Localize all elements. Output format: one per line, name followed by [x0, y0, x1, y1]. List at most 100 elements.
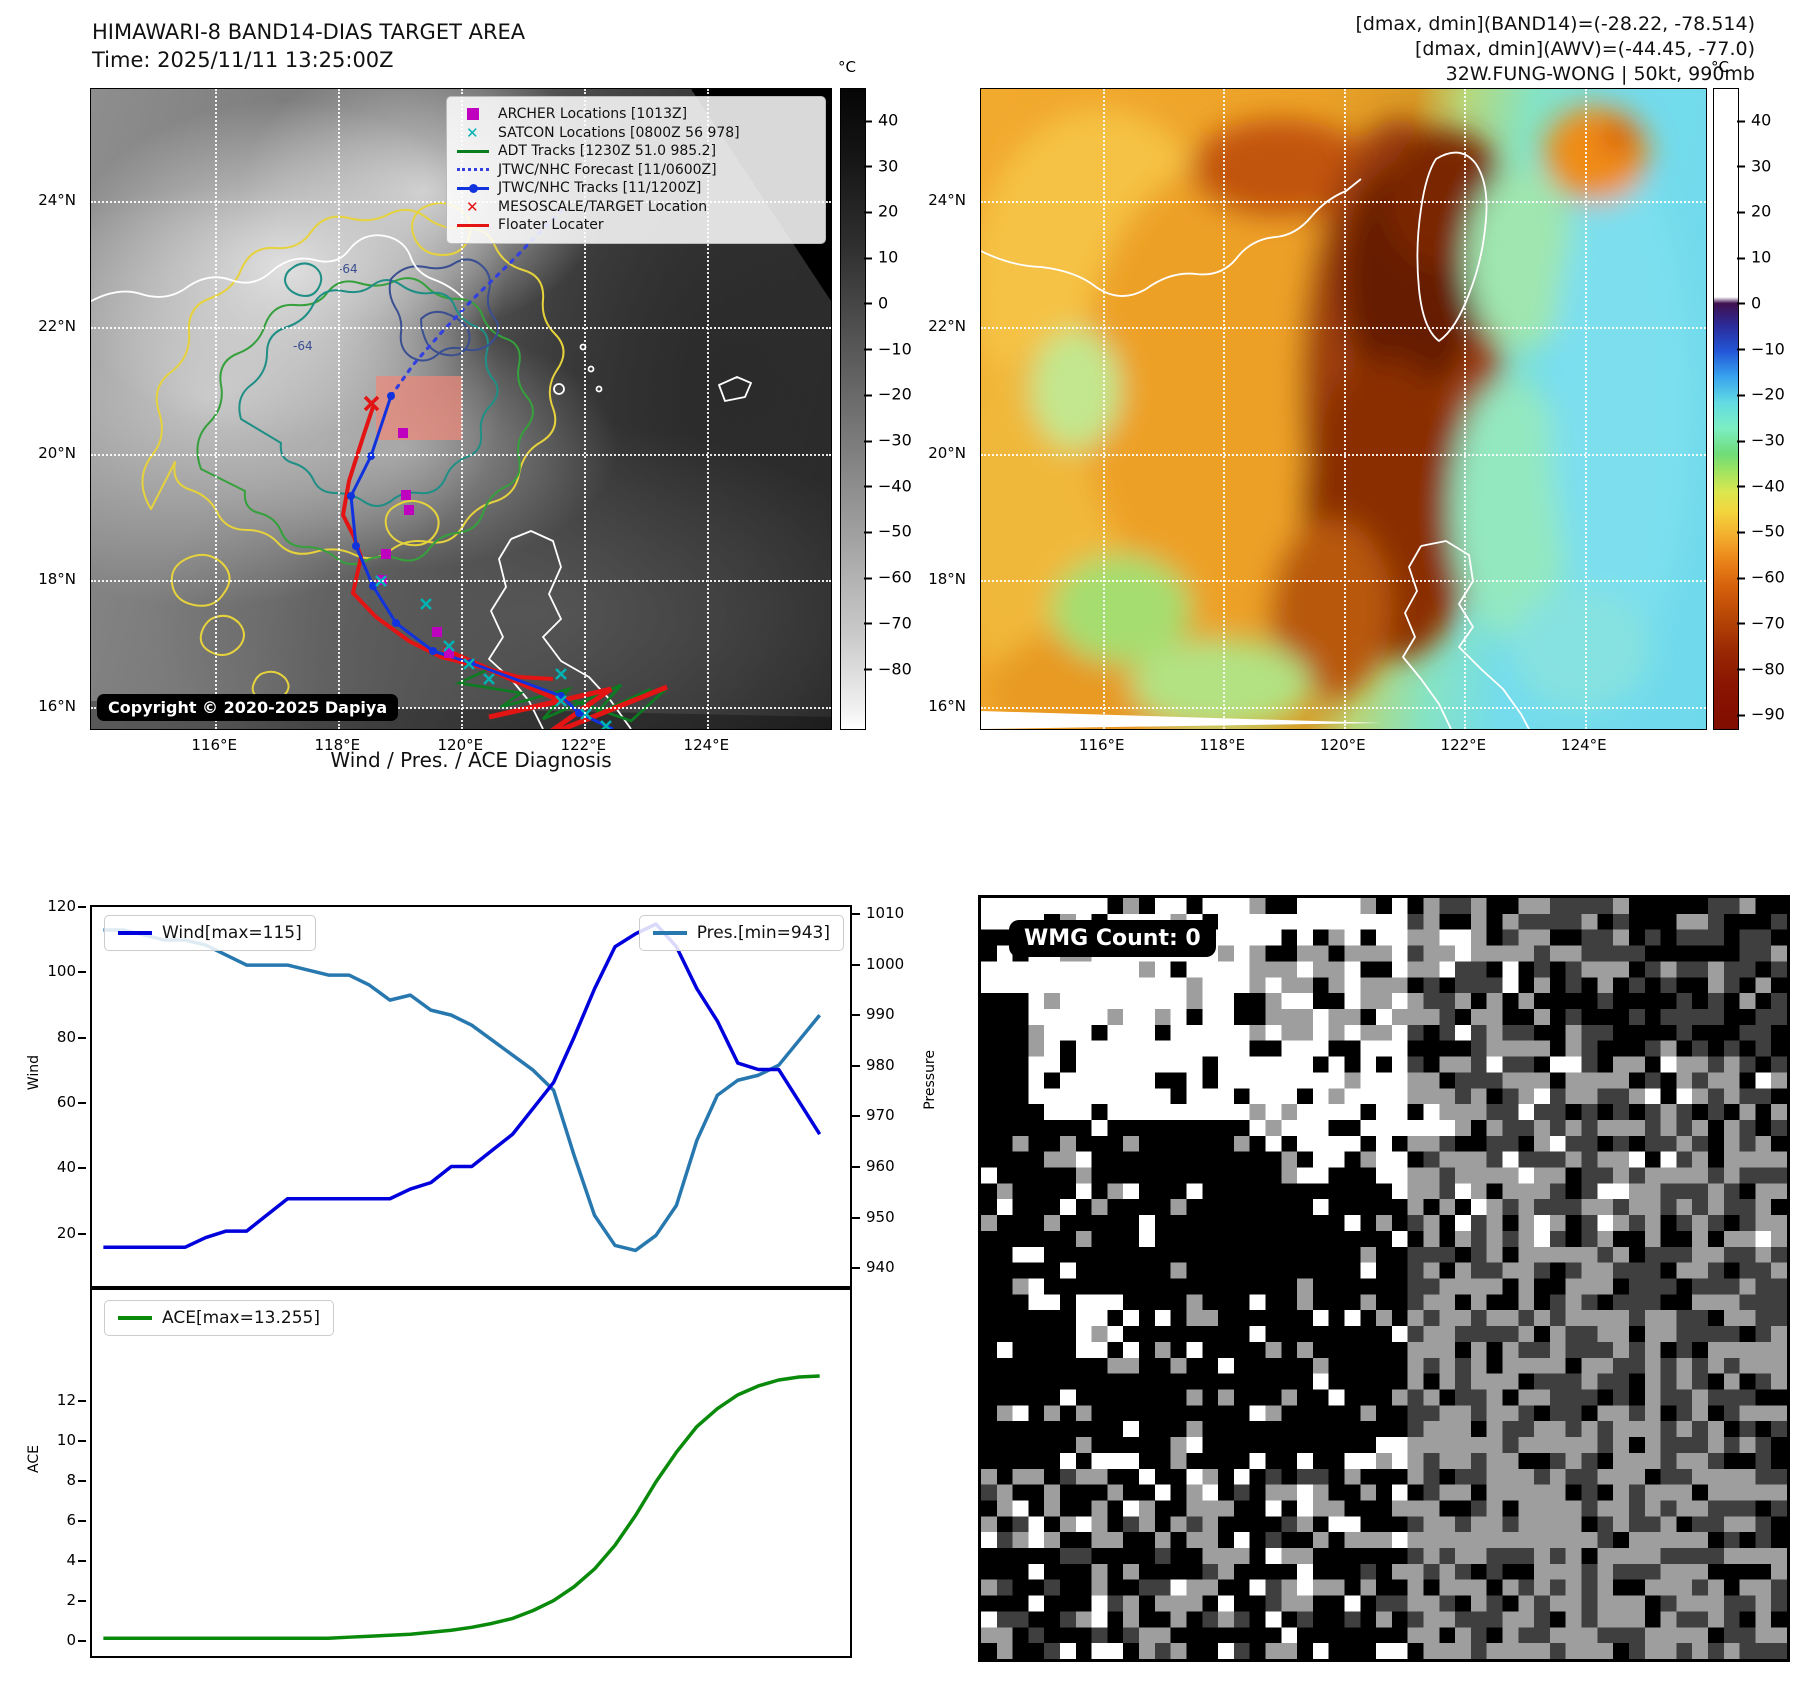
dotted-marker-icon	[457, 163, 489, 177]
tick-label: 100	[18, 962, 86, 980]
tick-label: 990	[852, 1005, 936, 1023]
leg-item: JTWC/NHC Forecast [11/0600Z]	[457, 161, 815, 180]
leg-item: MESOSCALE/TARGET Location	[457, 198, 815, 217]
band14-title-block: HIMAWARI-8 BAND14-DIAS TARGET AREA Time:…	[92, 18, 525, 74]
tick-label: 0	[864, 293, 942, 312]
tick-label: 950	[852, 1208, 936, 1226]
band14-lon-axis: 116°E 118°E 120°E 122°E 124°E	[90, 732, 830, 758]
wind-pressure-chart: Wind[max=115] Pres.[min=943]	[90, 905, 852, 1288]
tick-label: 40	[18, 1158, 86, 1176]
band14-colorbar-labels: 40 30 20 10 0 −10 −20 −30 −40 −50 −60 −70 −80	[864, 88, 928, 728]
tick-label: 20°N	[928, 443, 966, 462]
leg-item: SATCON Locations [0800Z 56 978]	[457, 124, 815, 143]
tick-label: 40	[1737, 111, 1797, 130]
tick-label: 16°N	[38, 696, 76, 715]
tick-label: 120	[18, 897, 86, 915]
leg-item-label: ARCHER Locations [1013Z]	[498, 106, 688, 123]
tick-label: −50	[1737, 522, 1797, 541]
tick-label: −50	[864, 522, 942, 541]
tick-label: −10	[864, 339, 942, 358]
tick-label: −60	[864, 568, 942, 587]
ace-axis-label: ACE	[26, 1445, 42, 1473]
tick-label: 116°E	[191, 736, 238, 754]
ace-legend-label: ACE[max=13.255]	[162, 1308, 320, 1328]
tick-label: 122°E	[560, 736, 607, 754]
line-marker-icon	[457, 144, 489, 158]
tick-label: 0	[18, 1631, 86, 1649]
contour-label-64-b: -64	[293, 339, 313, 353]
tick-label: 10	[864, 248, 942, 267]
leg-item-label: JTWC/NHC Tracks [11/1200Z]	[498, 180, 702, 197]
band14-time: Time: 2025/11/11 13:25:00Z	[92, 48, 394, 72]
wind-pressure-lines	[92, 907, 850, 1286]
wmg-pixel-grid	[981, 898, 1787, 1659]
wind-legend: Wind[max=115]	[104, 915, 316, 951]
x-marker-icon	[457, 198, 489, 216]
wind-legend-label: Wind[max=115]	[162, 923, 302, 943]
scan-edge-white-wedge	[981, 711, 1381, 729]
tick-label: −40	[864, 476, 942, 495]
tick-label: 6	[18, 1511, 86, 1529]
tick-label: 960	[852, 1157, 936, 1175]
tick-label: 120°E	[437, 736, 484, 754]
tick-label: 30	[1737, 156, 1797, 175]
ace-legend: ACE[max=13.255]	[104, 1300, 334, 1336]
wmg-count-badge: WMG Count: 0	[1009, 920, 1216, 957]
tick-label: −90	[1737, 705, 1797, 724]
pressure-y-axis: 1010 1000 990 980 970 960 950 940	[852, 904, 922, 1288]
tick-label: −30	[864, 431, 942, 450]
tick-label: 124°E	[683, 736, 730, 754]
tick-label: 20	[18, 1224, 86, 1242]
contour-label-64-a: -64	[338, 262, 358, 276]
leg-item-label: ADT Tracks [1230Z 51.0 985.2]	[498, 143, 717, 160]
awv-map-graphics	[981, 106, 1691, 729]
ace-y-axis: 12 10 8 6 4 2 0	[18, 1288, 86, 1658]
tick-label: 2	[18, 1591, 86, 1609]
pressure-legend: Pres.[min=943]	[638, 915, 844, 951]
tick-label: 80	[18, 1028, 86, 1046]
tick-label: 122°E	[1440, 736, 1487, 754]
wind-line	[103, 924, 819, 1247]
mesoscale-target-marker	[363, 395, 380, 412]
tick-label: 118°E	[314, 736, 361, 754]
pressure-axis-label: Pressure	[922, 1050, 938, 1110]
tick-label: 4	[18, 1551, 86, 1569]
pressure-legend-swatch	[652, 931, 687, 935]
wind-axis-label: Wind	[26, 1055, 42, 1091]
tick-label: 20	[1737, 202, 1797, 221]
leg-item: ARCHER Locations [1013Z]	[457, 105, 815, 124]
tick-label: 20	[864, 202, 942, 221]
pressure-legend-label: Pres.[min=943]	[696, 923, 830, 943]
tick-label: 980	[852, 1056, 936, 1074]
tick-label: −80	[864, 659, 942, 678]
tick-label: −40	[1737, 476, 1797, 495]
leg-item-label: MESOSCALE/TARGET Location	[498, 198, 708, 215]
tick-label: 1000	[852, 955, 936, 973]
tick-label: 118°E	[1199, 736, 1246, 754]
ace-line-svg	[92, 1290, 850, 1656]
tick-label: 18°N	[38, 570, 76, 589]
x-marker-icon	[457, 124, 489, 142]
band14-satellite-map: -64 -64	[90, 88, 832, 730]
dmax-dmin-band14: [dmax, dmin](BAND14)=(-28.22, -78.514)	[1355, 13, 1755, 35]
tick-label: 1010	[852, 904, 936, 922]
tick-label: 18°N	[928, 570, 966, 589]
tick-label: 116°E	[1078, 736, 1125, 754]
tick-label: 30	[864, 156, 942, 175]
leg-item-label: Floater Locater	[498, 217, 604, 234]
awv-header-block: [dmax, dmin](BAND14)=(-28.22, -78.514) […	[1355, 12, 1755, 87]
tick-label: −60	[1737, 568, 1797, 587]
dmax-dmin-awv: [dmax, dmin](AWV)=(-44.45, -77.0)	[1414, 38, 1755, 60]
leg-item: Floater Locater	[457, 216, 815, 235]
pressure-line	[103, 930, 819, 1250]
tick-label: −20	[1737, 385, 1797, 404]
leg-item-label: JTWC/NHC Forecast [11/0600Z]	[498, 161, 717, 178]
wmg-mask-panel: WMG Count: 0	[978, 895, 1790, 1662]
tick-label: 20°N	[38, 443, 76, 462]
band14-colorbar-unit: °C	[838, 58, 856, 76]
ace-line	[103, 1376, 819, 1638]
tick-label: 10	[18, 1431, 86, 1449]
tick-label: 120°E	[1319, 736, 1366, 754]
wind-legend-swatch	[118, 931, 152, 935]
